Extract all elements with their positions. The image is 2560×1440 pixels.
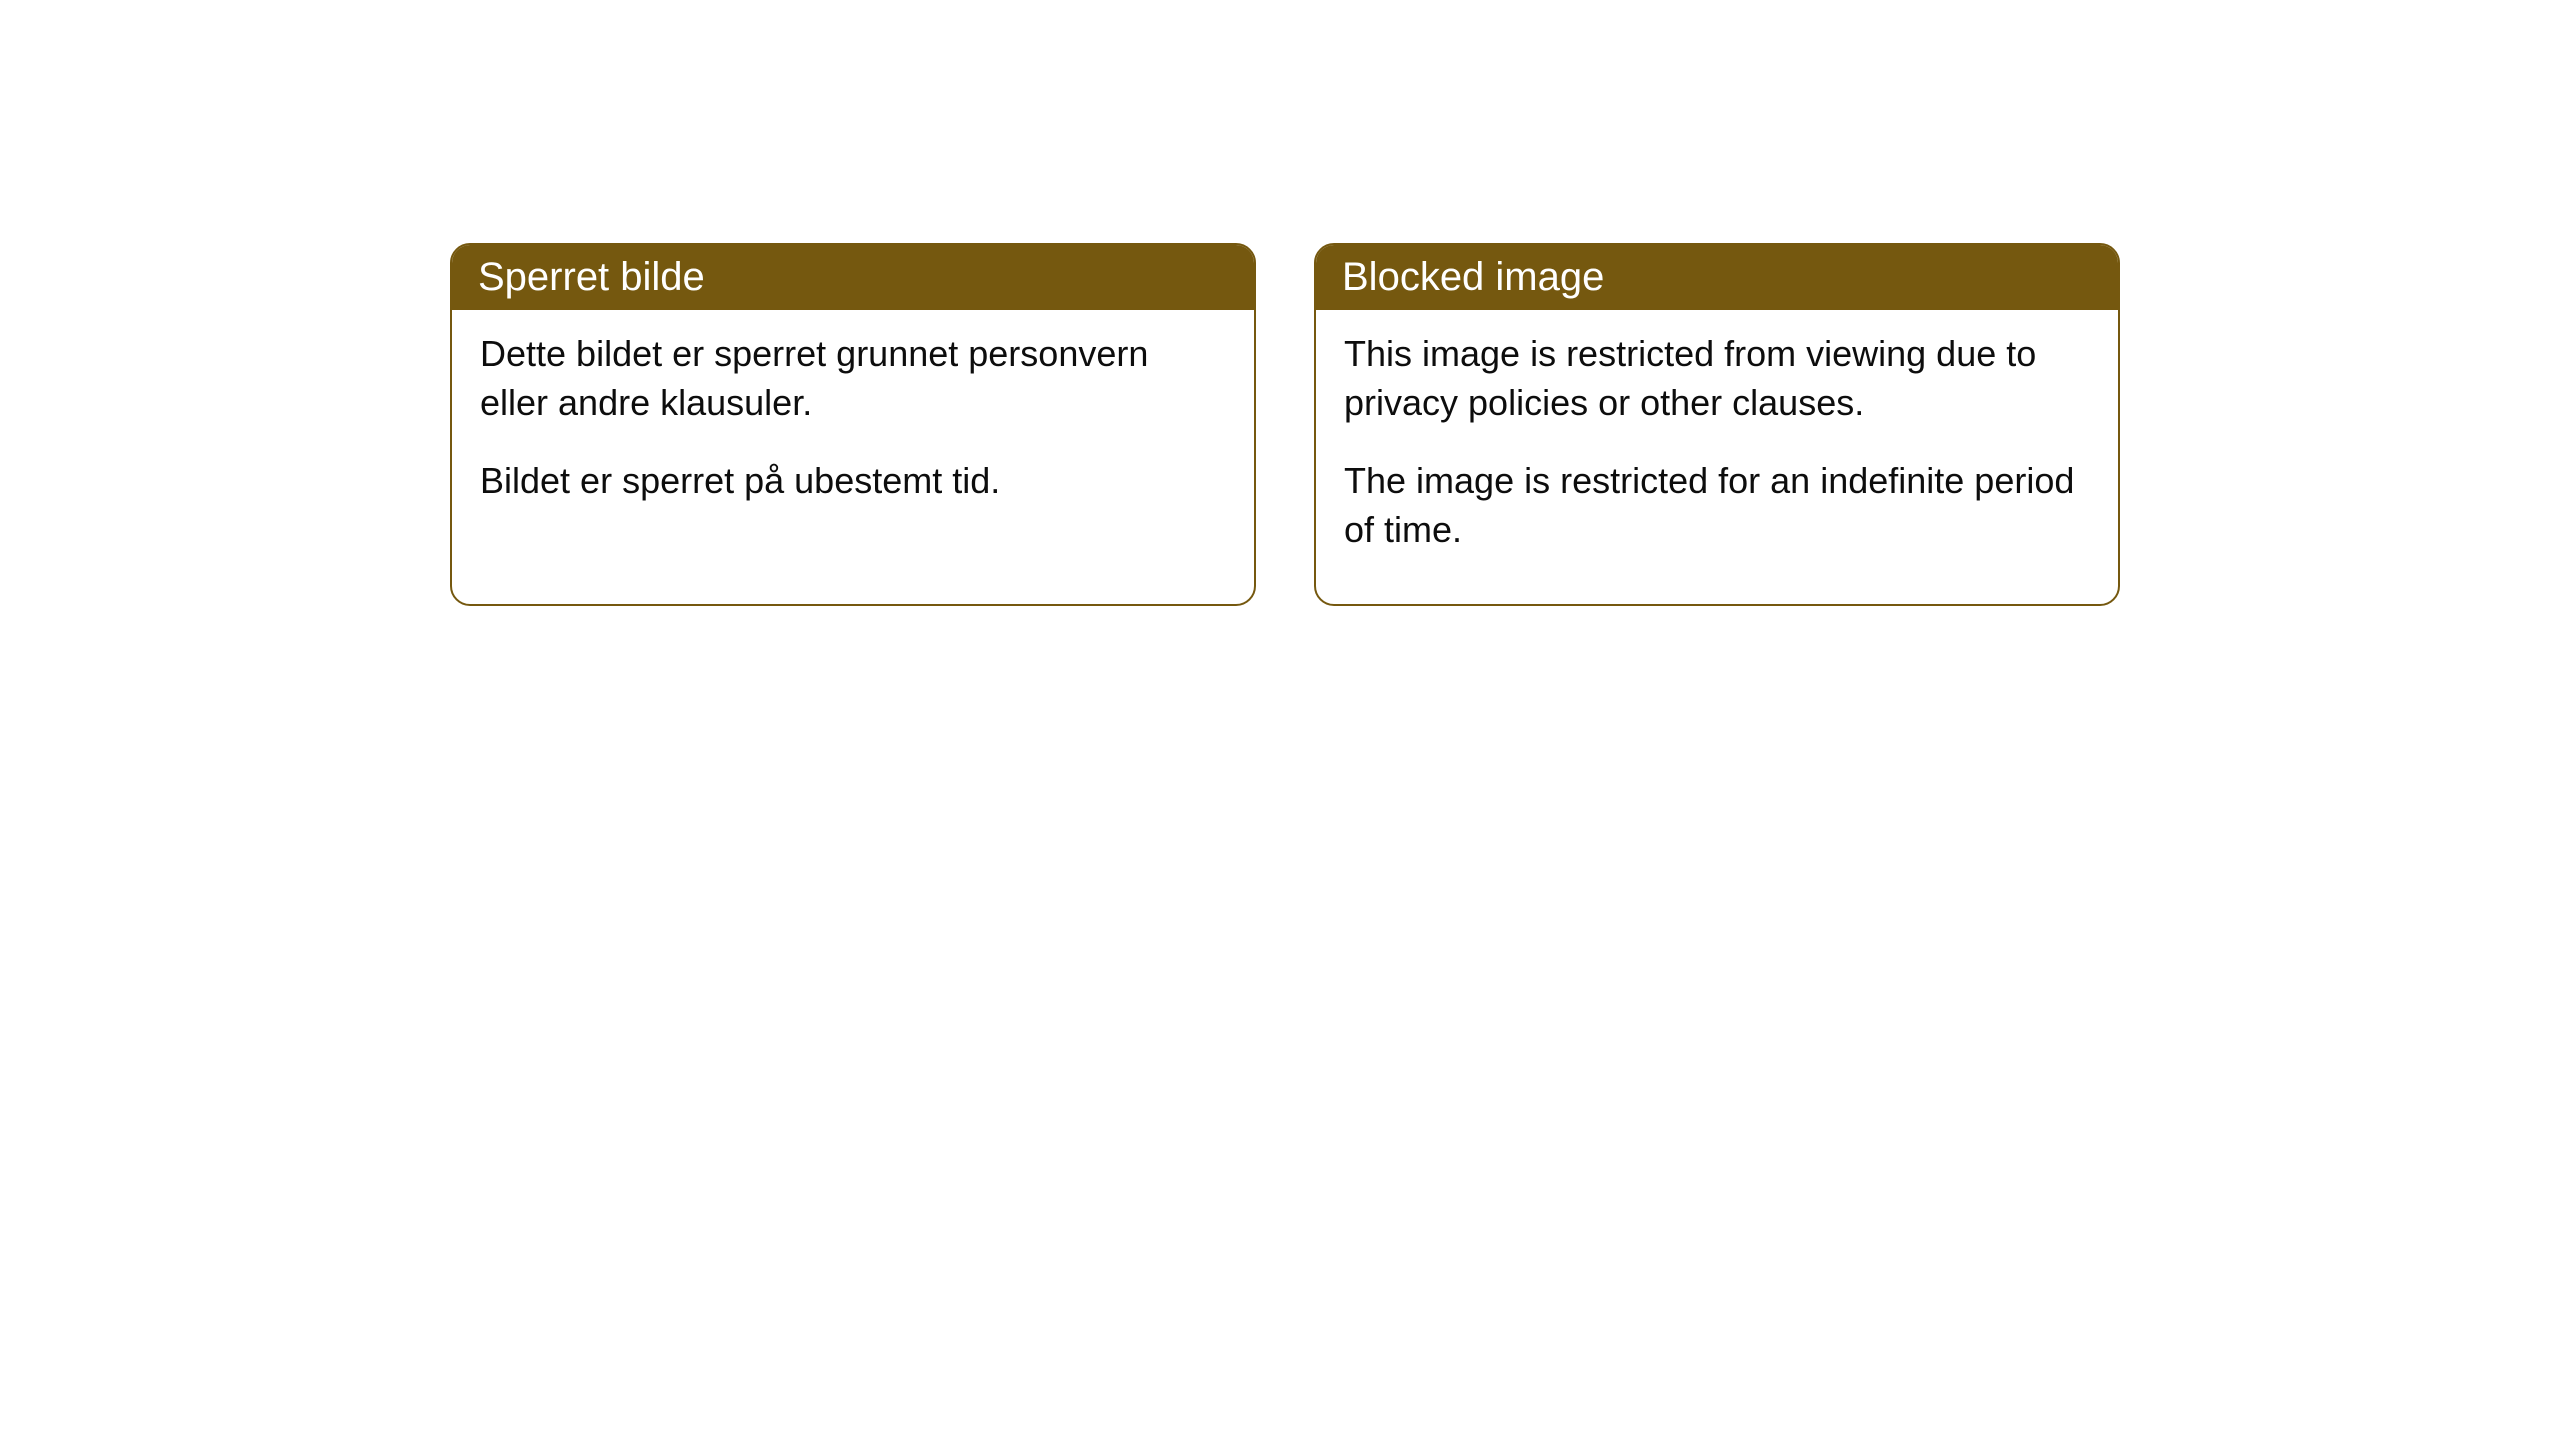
card-paragraph-1-no: Dette bildet er sperret grunnet personve… — [480, 330, 1226, 427]
card-title-en: Blocked image — [1342, 255, 1604, 299]
notice-container: Sperret bilde Dette bildet er sperret gr… — [450, 243, 2120, 606]
card-header-en: Blocked image — [1316, 245, 2118, 310]
card-paragraph-2-en: The image is restricted for an indefinit… — [1344, 457, 2090, 554]
blocked-image-card-no: Sperret bilde Dette bildet er sperret gr… — [450, 243, 1256, 606]
card-body-no: Dette bildet er sperret grunnet personve… — [452, 310, 1254, 556]
card-title-no: Sperret bilde — [478, 255, 705, 299]
card-body-en: This image is restricted from viewing du… — [1316, 310, 2118, 604]
card-paragraph-2-no: Bildet er sperret på ubestemt tid. — [480, 457, 1226, 506]
blocked-image-card-en: Blocked image This image is restricted f… — [1314, 243, 2120, 606]
card-header-no: Sperret bilde — [452, 245, 1254, 310]
card-paragraph-1-en: This image is restricted from viewing du… — [1344, 330, 2090, 427]
